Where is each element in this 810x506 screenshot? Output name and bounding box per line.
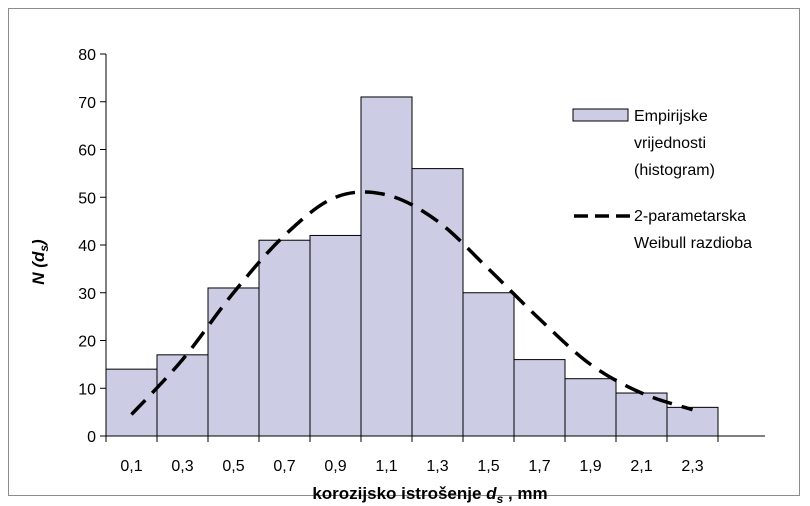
- x-tick-label-7: 1,3: [426, 458, 448, 475]
- y-tick-label-20: 20: [78, 334, 96, 351]
- histogram-bar-10: [564, 378, 617, 437]
- x-tick-label-9: 1,7: [528, 458, 550, 475]
- x-tick-label-5: 0,9: [324, 458, 346, 475]
- histogram-bar-12: [666, 406, 719, 437]
- x-tick-label-8: 1,5: [477, 458, 499, 475]
- weibull-curve: [130, 190, 694, 416]
- y-tick-label-80: 80: [78, 47, 96, 64]
- x-tick-label-2: 0,3: [171, 458, 193, 475]
- x-tick-label-11: 2,1: [630, 458, 652, 475]
- histogram-bars: [105, 96, 719, 437]
- y-tick-label-70: 70: [78, 95, 96, 112]
- y-tick-label-60: 60: [78, 143, 96, 160]
- legend-label-weibull-2: Weibull razdioba: [634, 235, 752, 252]
- x-tick-label-12: 2,3: [681, 458, 703, 475]
- y-tick-label-40: 40: [78, 238, 96, 255]
- legend-label-histogram-2: vrijednosti: [634, 135, 706, 152]
- histogram-bar-8: [462, 292, 515, 437]
- x-tick-label-10: 1,9: [579, 458, 601, 475]
- y-tick-labels: 0 10 20 30 40 50 60 70 80: [78, 47, 96, 446]
- x-tick-label-6: 1,1: [375, 458, 397, 475]
- x-tick-label-3: 0,5: [222, 458, 244, 475]
- legend-label-weibull-1: 2-parametarska: [634, 208, 746, 225]
- legend-label-histogram-1: Empirijske: [634, 108, 708, 125]
- x-tick-label-1: 0,1: [120, 458, 142, 475]
- histogram-bar-4: [258, 239, 311, 437]
- x-tick-labels: 0,1 0,3 0,5 0,7 0,9 1,1 1,3 1,5 1,7 1,9 2,1 2,3: [120, 458, 703, 475]
- x-axis-title: korozijsko istrošenje ds , mm: [312, 484, 547, 506]
- histogram-bar-3: [207, 287, 260, 437]
- legend: Empirijske vrijednosti (histogram) 2-par…: [572, 108, 752, 252]
- histogram-bar-5: [309, 234, 362, 437]
- histogram-bar-1: [105, 368, 158, 437]
- y-tick-label-0: 0: [87, 429, 96, 446]
- histogram-bar-7: [411, 168, 464, 437]
- y-tick-label-50: 50: [78, 190, 96, 207]
- histogram-bar-6: [360, 96, 413, 437]
- axes: [100, 53, 765, 442]
- y-tick-label-30: 30: [78, 286, 96, 303]
- y-tick-label-10: 10: [78, 381, 96, 398]
- histogram-bar-9: [513, 359, 566, 437]
- legend-swatch-histogram: [572, 108, 629, 122]
- legend-label-histogram-3: (histogram): [634, 162, 715, 179]
- y-axis-title: N (ds): [29, 239, 51, 285]
- histogram-bar-2: [156, 354, 209, 437]
- x-tick-label-4: 0,7: [273, 458, 295, 475]
